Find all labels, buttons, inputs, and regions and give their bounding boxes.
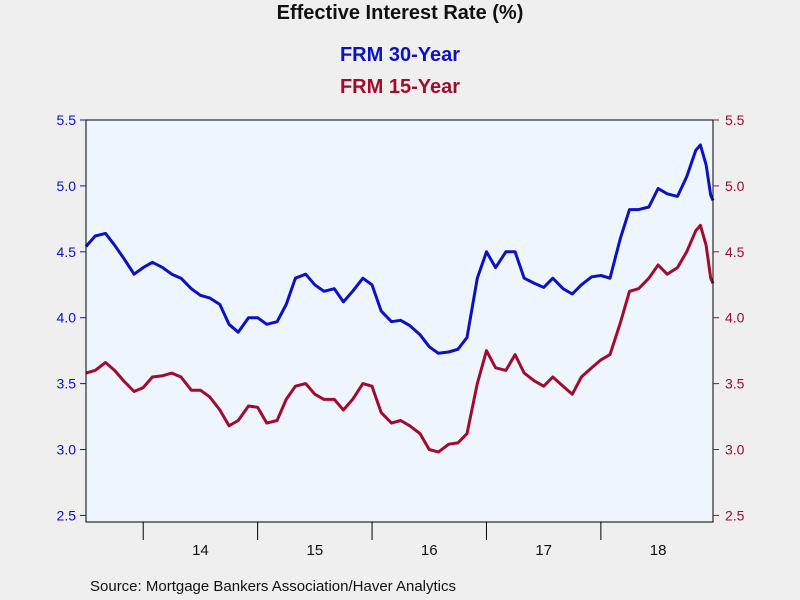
y-left-tick-label: 4.5: [57, 244, 77, 260]
y-right-tick-label: 3.0: [725, 442, 745, 458]
x-tick-label: 18: [650, 542, 667, 559]
y-left-tick-label: 4.0: [57, 310, 77, 326]
x-tick-label: 14: [192, 542, 209, 559]
x-tick-label: 17: [535, 542, 552, 559]
legend-series-30yr: FRM 30-Year: [339, 44, 461, 66]
x-tick-label: 15: [306, 542, 323, 559]
source-note: Source: Mortgage Bankers Association/Hav…: [90, 578, 457, 595]
y-right-tick-label: 2.5: [725, 507, 745, 523]
legend-series-15yr: FRM 15-Year: [339, 76, 461, 98]
y-left-tick-label: 2.5: [57, 507, 77, 523]
x-tick-label: 16: [421, 542, 438, 559]
y-right-tick-label: 4.5: [725, 244, 745, 260]
y-left-tick-label: 3.5: [57, 376, 77, 392]
y-right-tick-label: 5.5: [725, 112, 745, 128]
y-right-tick-label: 4.0: [725, 310, 745, 326]
y-left-tick-label: 5.5: [57, 112, 77, 128]
series-line-frm-15-year: [85, 223, 715, 454]
y-right-tick-label: 5.0: [725, 178, 745, 194]
chart-title: Effective Interest Rate (%): [276, 2, 524, 24]
y-left-tick-label: 5.0: [57, 178, 77, 194]
y-left-tick-label: 3.0: [57, 442, 77, 458]
series-line-frm-30-year: [84, 143, 715, 355]
y-right-tick-label: 3.5: [725, 376, 745, 392]
